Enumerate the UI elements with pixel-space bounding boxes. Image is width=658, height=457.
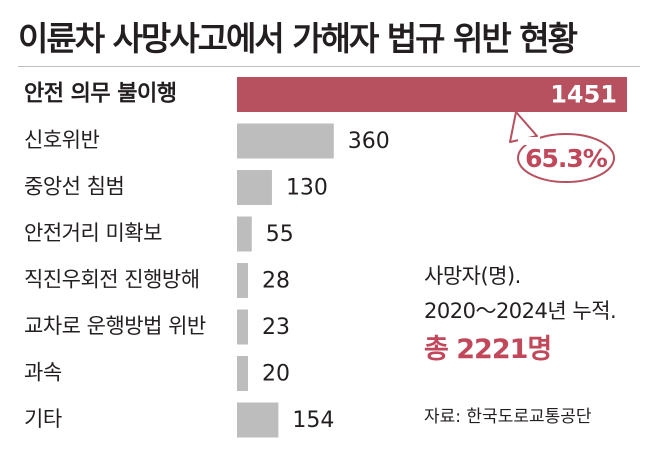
bar — [237, 356, 248, 391]
category-label: 교차로 운행방법 위반 — [24, 314, 206, 338]
chart-title: 이륜차 사망사고에서 가해자 법규 위반 현황 — [18, 19, 578, 58]
category-label: 과속 — [24, 361, 62, 385]
bar — [237, 123, 334, 159]
category-label: 안전 의무 불이행 — [24, 82, 177, 107]
value-label: 130 — [286, 176, 328, 201]
value-label: 23 — [262, 315, 290, 340]
period-note: 2020～2024년 누적. — [424, 299, 617, 323]
source-note: 자료: 한국도로교통공단 — [424, 407, 592, 427]
callout-joint — [518, 137, 540, 145]
category-label: 안전거리 미확보 — [24, 221, 162, 245]
value-label: 28 — [262, 269, 290, 294]
category-label: 기타 — [24, 407, 62, 431]
value-label: 154 — [292, 408, 334, 433]
value-label: 360 — [348, 129, 390, 154]
category-label: 중앙선 침범 — [24, 175, 124, 199]
value-label: 55 — [266, 222, 294, 247]
total-note: 총 2221명 — [424, 334, 552, 365]
bar — [237, 309, 248, 345]
bar — [237, 402, 279, 438]
category-label: 직진우회전 진행방해 — [24, 268, 200, 292]
title-divider — [18, 66, 640, 67]
bar — [237, 263, 248, 298]
unit-note: 사망자(명). — [424, 264, 521, 288]
value-label: 20 — [262, 362, 290, 387]
callout-percent: 65.3% — [525, 144, 608, 173]
bar-highlight — [237, 77, 627, 112]
category-label: 신호위반 — [24, 128, 99, 152]
bar — [237, 216, 252, 252]
value-label: 1451 — [550, 81, 617, 109]
callout-bubble — [517, 133, 615, 183]
bar — [237, 170, 272, 205]
